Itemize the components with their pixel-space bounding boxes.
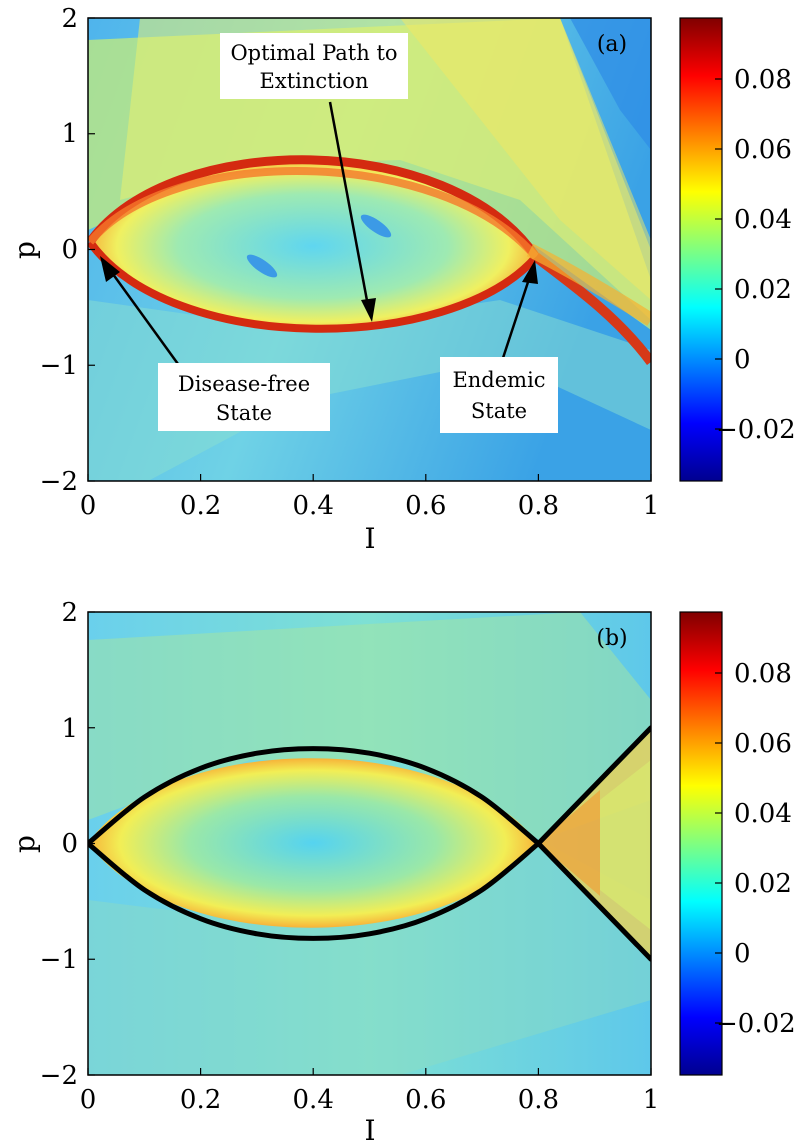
- annotation-optimal-line-1: Optimal Path to: [230, 41, 397, 65]
- arrowhead-optimal: [361, 298, 376, 322]
- y-tick-a-2: 0: [61, 235, 78, 265]
- annotation-disease-free-line-2: State: [216, 401, 272, 425]
- y-tick-b-2: 0: [61, 829, 78, 859]
- x-axis-label-b: I: [364, 1114, 375, 1147]
- y-tick-b-1: −1: [40, 945, 78, 975]
- colorbar-a-tick-3: 0.02: [734, 275, 792, 305]
- y-tick-a-1: −1: [40, 351, 78, 381]
- separatrix-curve-1: [88, 841, 541, 941]
- panel-label-b: (b): [596, 626, 627, 651]
- ticks-b: [87, 611, 652, 1076]
- annotation-endemic-line-2: State: [471, 399, 527, 423]
- x-tick-b-2: 0.4: [293, 1085, 334, 1115]
- y-tick-b-3: 1: [61, 714, 78, 744]
- overlay-curves-b: [88, 725, 651, 962]
- y-tick-b-0: −2: [40, 1061, 78, 1091]
- colorbar-a-tick-0: 0.08: [734, 65, 792, 95]
- x-axis-label-a: I: [364, 522, 375, 555]
- colorbar-a: 0.08 0.06 0.04 0.02 0 −0.02: [679, 17, 796, 482]
- colorbar-b-tick-3: 0.02: [734, 869, 792, 899]
- panel-a: 0 0.2 0.4 0.6 0.8 1 −2 −1 0 1 2 I p (a) …: [8, 4, 796, 555]
- heatmap-b: [88, 612, 651, 1075]
- colorbar-b-tick-4: 0: [734, 939, 751, 969]
- annotation-disease-free: Disease-free State: [100, 256, 330, 431]
- x-tick-b-5: 1: [643, 1085, 660, 1115]
- ticks-a: [87, 17, 652, 482]
- arrowhead-endemic: [522, 260, 538, 284]
- separatrix-curve-2: [535, 725, 651, 846]
- colorbar-b-tick-0: 0.08: [734, 659, 792, 689]
- x-tick-a-1: 0.2: [180, 491, 221, 521]
- annotation-optimal-path: Optimal Path to Extinction: [220, 33, 408, 322]
- annotation-optimal-line-2: Extinction: [260, 69, 369, 93]
- x-tick-a-2: 0.4: [293, 491, 334, 521]
- x-tick-a-0: 0: [80, 491, 97, 521]
- panel-label-a: (a): [597, 32, 627, 57]
- x-tick-b-4: 0.8: [518, 1085, 559, 1115]
- colorbar-b-tick-1: 0.06: [734, 729, 792, 759]
- y-tick-a-0: −2: [40, 467, 78, 497]
- y-axis-label-b: p: [8, 835, 41, 853]
- colorbar-b-tick-2: 0.04: [734, 799, 792, 829]
- annotation-disease-free-line-1: Disease-free: [178, 372, 310, 396]
- separatrix-curve-0: [88, 746, 541, 846]
- colorbar-a-tick-5: −0.02: [716, 415, 796, 445]
- x-tick-a-5: 1: [643, 491, 660, 521]
- x-tick-b-0: 0: [80, 1085, 97, 1115]
- x-tick-a-4: 0.8: [518, 491, 559, 521]
- x-tick-a-3: 0.6: [405, 491, 446, 521]
- colorbar-b: 0.08 0.06 0.04 0.02 0 −0.02: [679, 611, 796, 1076]
- y-tick-a-3: 1: [61, 119, 78, 149]
- y-tick-b-4: 2: [61, 598, 78, 628]
- annotation-endemic: Endemic State: [440, 260, 558, 433]
- annotation-endemic-line-1: Endemic: [452, 368, 545, 392]
- x-tick-b-3: 0.6: [405, 1085, 446, 1115]
- arrowhead-disease-free: [100, 256, 120, 282]
- panel-b: 0 0.2 0.4 0.6 0.8 1 −2 −1 0 1 2 I p (b) …: [8, 598, 796, 1147]
- colorbar-a-tick-2: 0.04: [734, 205, 792, 235]
- x-tick-b-1: 0.2: [180, 1085, 221, 1115]
- colorbar-a-tick-1: 0.06: [734, 135, 792, 165]
- separatrix-curve-3: [535, 841, 651, 962]
- colorbar-b-tick-5: −0.02: [716, 1009, 796, 1039]
- y-axis-label-a: p: [8, 241, 41, 259]
- colorbar-a-tick-4: 0: [734, 345, 751, 375]
- y-tick-a-4: 2: [61, 4, 78, 34]
